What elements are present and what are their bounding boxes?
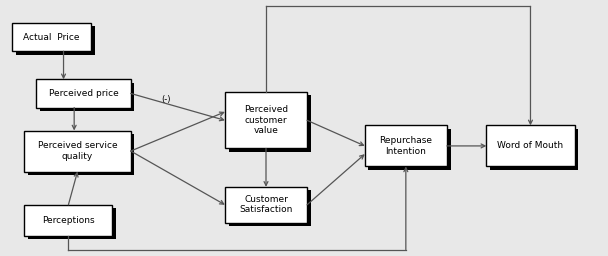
- Text: Word of Mouth: Word of Mouth: [497, 141, 564, 151]
- FancyBboxPatch shape: [28, 208, 116, 239]
- FancyBboxPatch shape: [225, 92, 307, 148]
- Text: Actual  Price: Actual Price: [24, 33, 80, 42]
- FancyBboxPatch shape: [490, 129, 578, 170]
- FancyBboxPatch shape: [36, 79, 131, 108]
- Text: Perceived
customer
value: Perceived customer value: [244, 105, 288, 135]
- FancyBboxPatch shape: [28, 134, 134, 175]
- Text: (-): (-): [161, 95, 170, 104]
- FancyBboxPatch shape: [16, 26, 95, 55]
- Text: Perceived price: Perceived price: [49, 89, 119, 98]
- FancyBboxPatch shape: [486, 125, 575, 166]
- FancyBboxPatch shape: [225, 187, 307, 223]
- Text: Customer
Satisfaction: Customer Satisfaction: [240, 195, 292, 215]
- FancyBboxPatch shape: [40, 83, 134, 111]
- Text: Perceptions: Perceptions: [42, 216, 95, 225]
- Text: Perceived service
quality: Perceived service quality: [38, 141, 117, 161]
- FancyBboxPatch shape: [365, 125, 447, 166]
- FancyBboxPatch shape: [229, 190, 311, 226]
- FancyBboxPatch shape: [12, 23, 91, 51]
- FancyBboxPatch shape: [229, 95, 311, 152]
- FancyBboxPatch shape: [368, 129, 451, 170]
- Text: Repurchase
Intention: Repurchase Intention: [379, 136, 432, 156]
- FancyBboxPatch shape: [24, 131, 131, 172]
- FancyBboxPatch shape: [24, 205, 112, 236]
